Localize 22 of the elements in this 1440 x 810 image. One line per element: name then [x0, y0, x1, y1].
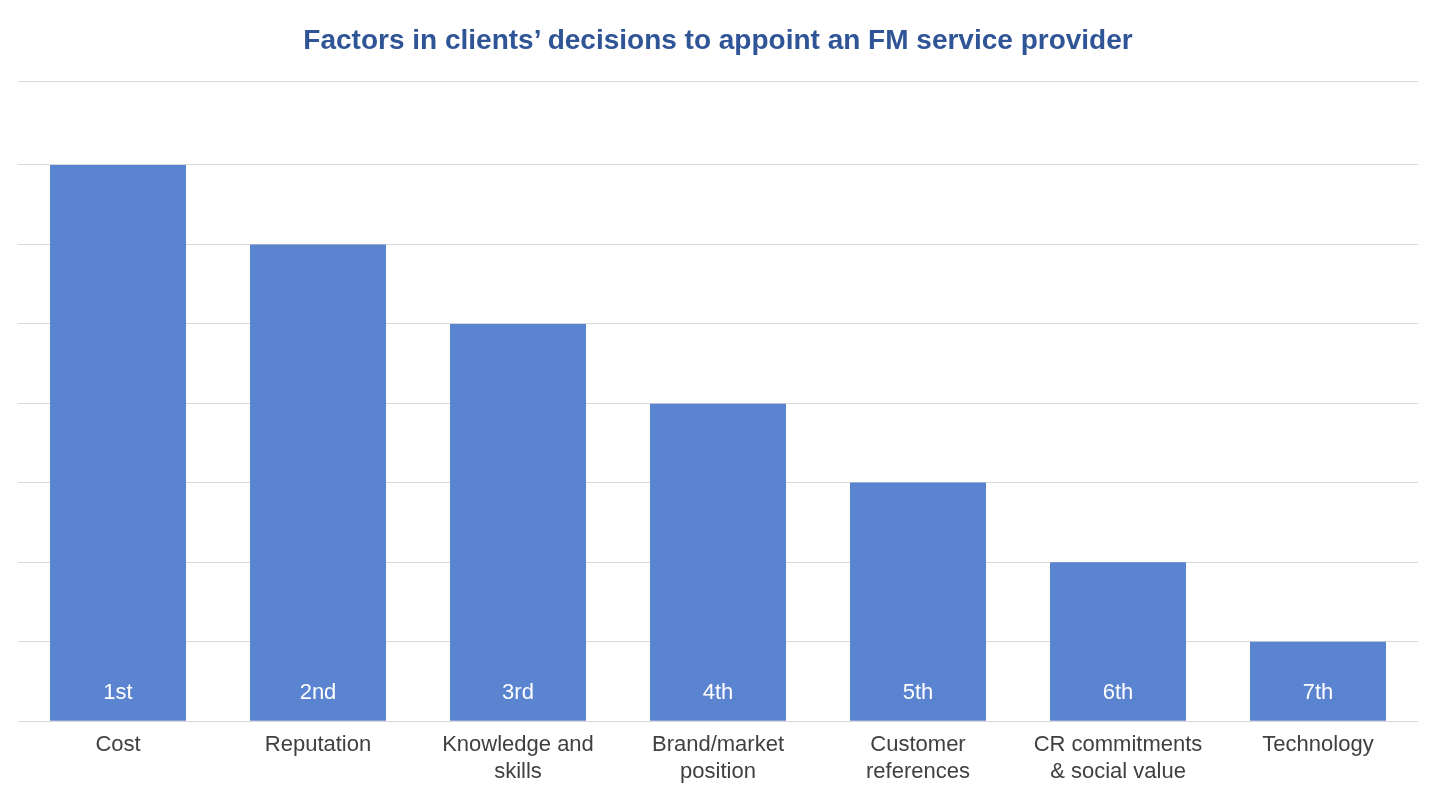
- annotation: 2nd: [299, 678, 337, 704]
- annotation: 5th: [902, 678, 934, 704]
- bar: [1050, 562, 1186, 721]
- chart-title: Factors in clients’ decisions to appoint an FM service provider: [303, 23, 1133, 55]
- bar: [1250, 641, 1386, 721]
- x-tick-label: Brand/market position: [651, 731, 785, 783]
- x-tick-label: Knowledge and skills: [442, 731, 594, 783]
- bar: [650, 403, 786, 721]
- annotation: 1st: [103, 678, 133, 704]
- annotation: 3rd: [502, 678, 534, 704]
- x-tick-label: Technology: [1262, 731, 1374, 757]
- bar: [850, 482, 986, 721]
- bar: [450, 324, 586, 721]
- x-tick-label: Customer references: [866, 731, 970, 783]
- bar: [50, 165, 186, 721]
- x-tick-label: CR commitments & social value: [1033, 731, 1203, 783]
- annotation: 4th: [702, 678, 734, 704]
- x-tick-label: Reputation: [264, 731, 372, 757]
- bar: [250, 244, 386, 721]
- annotation: 7th: [1302, 678, 1334, 704]
- annotation: 6th: [1102, 678, 1134, 704]
- x-tick-label: Cost: [95, 731, 141, 757]
